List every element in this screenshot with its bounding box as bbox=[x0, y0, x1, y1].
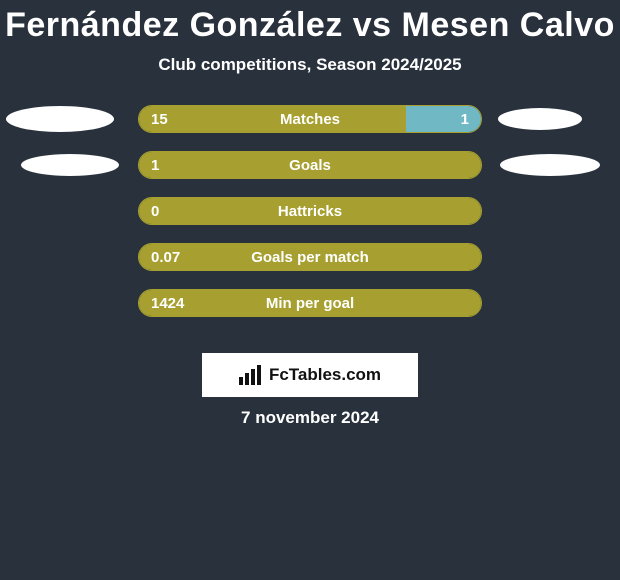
stat-bar: 0.07Goals per match bbox=[138, 243, 482, 271]
stat-row: 0Hattricks bbox=[0, 197, 620, 225]
stat-row: 1424Min per goal bbox=[0, 289, 620, 317]
stat-bar: 1424Min per goal bbox=[138, 289, 482, 317]
date-text: 7 november 2024 bbox=[0, 408, 620, 428]
stat-value-left: 0 bbox=[151, 198, 159, 224]
stat-row: 0.07Goals per match bbox=[0, 243, 620, 271]
stat-bar-left-segment bbox=[139, 244, 481, 270]
watermark: FcTables.com bbox=[202, 353, 418, 397]
comparison-infographic: Fernández González vs Mesen Calvo Club c… bbox=[0, 0, 620, 580]
stat-value-left: 1424 bbox=[151, 290, 184, 316]
decorative-ellipse bbox=[498, 108, 582, 130]
stat-bar: 0Hattricks bbox=[138, 197, 482, 225]
stat-bar-right-segment bbox=[406, 106, 481, 132]
stat-bar-left-segment bbox=[139, 152, 481, 178]
stat-bar-left-segment bbox=[139, 290, 481, 316]
stat-bar-left-segment bbox=[139, 106, 406, 132]
decorative-ellipse bbox=[21, 154, 119, 176]
stats-rows-container: 151Matches1Goals0Hattricks0.07Goals per … bbox=[0, 105, 620, 317]
bar-chart-icon bbox=[239, 365, 263, 385]
stat-bar: 151Matches bbox=[138, 105, 482, 133]
stat-value-left: 0.07 bbox=[151, 244, 180, 270]
stat-value-left: 1 bbox=[151, 152, 159, 178]
decorative-ellipse bbox=[500, 154, 600, 176]
stat-value-left: 15 bbox=[151, 106, 168, 132]
stat-value-right: 1 bbox=[461, 106, 469, 132]
decorative-ellipse bbox=[6, 106, 114, 132]
page-subtitle: Club competitions, Season 2024/2025 bbox=[0, 55, 620, 75]
stat-bar-left-segment bbox=[139, 198, 481, 224]
stat-row: 151Matches bbox=[0, 105, 620, 133]
page-title: Fernández González vs Mesen Calvo bbox=[0, 0, 620, 45]
stat-row: 1Goals bbox=[0, 151, 620, 179]
watermark-text: FcTables.com bbox=[269, 365, 381, 385]
stat-bar: 1Goals bbox=[138, 151, 482, 179]
